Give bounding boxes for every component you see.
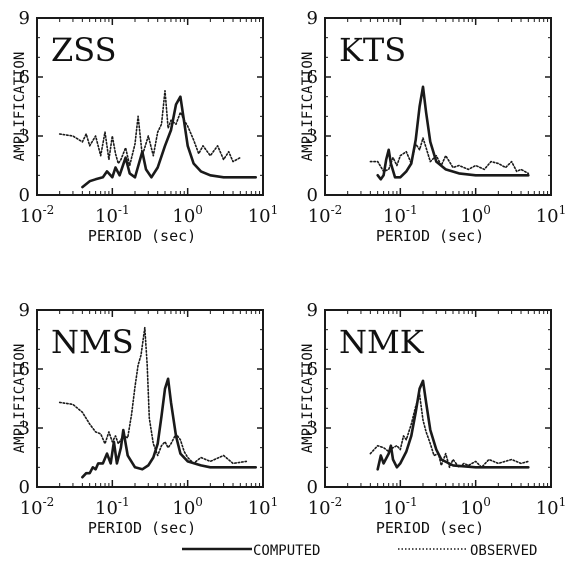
x-axis-label: PERIOD (sec)	[376, 519, 484, 537]
y-tick-label: 9	[19, 8, 30, 29]
x-tick-label: 100	[172, 495, 203, 519]
y-tick-label: 3	[19, 126, 30, 147]
plot-frame	[324, 17, 552, 196]
x-tick-label: 100	[460, 203, 491, 227]
legend: COMPUTED OBSERVED	[182, 543, 537, 559]
y-tick-label: 0	[19, 477, 30, 498]
y-tick-label: 0	[307, 477, 318, 498]
y-tick-label: 0	[19, 185, 30, 206]
series-computed-line	[81, 377, 257, 479]
x-tick-label: 100	[460, 495, 491, 519]
x-tick-label: 101	[248, 495, 279, 519]
chart-panel-nms: 0 3 6 9 10-2 10-1 100 101 PERIOD (sec) AMPLIFICAT…	[12, 300, 278, 537]
y-tick-label: 9	[307, 300, 318, 321]
y-tick-label: 3	[307, 126, 318, 147]
y-tick-label: 6	[19, 359, 30, 380]
panel-title: ZSS	[51, 31, 117, 69]
legend-computed-label: COMPUTED	[253, 543, 320, 559]
plot-frame	[36, 309, 264, 488]
plot-frame	[36, 17, 264, 196]
x-tick-label: 10-2	[308, 495, 343, 519]
y-tick-label: 3	[19, 418, 30, 439]
series-observed-line	[369, 137, 530, 175]
x-tick-label: 10-1	[95, 495, 130, 519]
y-tick-label: 0	[307, 185, 318, 206]
x-tick-label: 100	[172, 203, 203, 227]
series-observed-line	[369, 393, 530, 469]
series-observed-line	[58, 90, 242, 167]
series-computed-line	[81, 95, 257, 189]
chart-panel-zss: 0 3 6 9 10-2 10-1 100 101 PERIOD (sec) AMPLIFICAT…	[12, 8, 278, 245]
y-axis-label: AMPLIFICATION	[12, 344, 28, 454]
x-tick-label: 101	[248, 203, 279, 227]
panel-title: NMK	[339, 323, 425, 361]
plot-frame	[324, 309, 552, 488]
x-tick-label: 101	[536, 495, 567, 519]
y-axis-label: AMPLIFICATION	[12, 52, 28, 162]
series-computed-line	[376, 379, 530, 471]
panel-title: NMS	[51, 323, 134, 361]
chart-panel-nmk: 0 3 6 9 10-2 10-1 100 101 PERIOD (sec) AMPLIFICAT…	[300, 300, 566, 537]
x-axis-label: PERIOD (sec)	[88, 227, 196, 245]
series-computed-line	[376, 85, 530, 181]
y-tick-label: 6	[307, 359, 318, 380]
series-observed-line	[58, 326, 248, 465]
y-tick-label: 3	[307, 418, 318, 439]
chart-panel-kts: 0 3 6 9 10-2 10-1 100 101 PERIOD (sec) AMPLIFICAT…	[300, 8, 566, 245]
y-tick-label: 9	[19, 300, 30, 321]
x-tick-label: 10-1	[95, 203, 130, 227]
x-tick-label: 10-1	[383, 495, 418, 519]
x-axis-label: PERIOD (sec)	[376, 227, 484, 245]
legend-observed-label: OBSERVED	[470, 543, 537, 559]
panel-title: KTS	[339, 31, 406, 69]
x-tick-label: 101	[536, 203, 567, 227]
y-tick-label: 6	[19, 67, 30, 88]
y-axis-label: AMPLIFICATION	[300, 52, 316, 162]
x-axis-label: PERIOD (sec)	[88, 519, 196, 537]
y-axis-label: AMPLIFICATION	[300, 344, 316, 454]
x-tick-label: 10-2	[308, 203, 343, 227]
x-tick-label: 10-2	[20, 495, 55, 519]
y-tick-label: 6	[307, 67, 318, 88]
x-tick-label: 10-1	[383, 203, 418, 227]
y-tick-label: 9	[307, 8, 318, 29]
x-tick-label: 10-2	[20, 203, 55, 227]
